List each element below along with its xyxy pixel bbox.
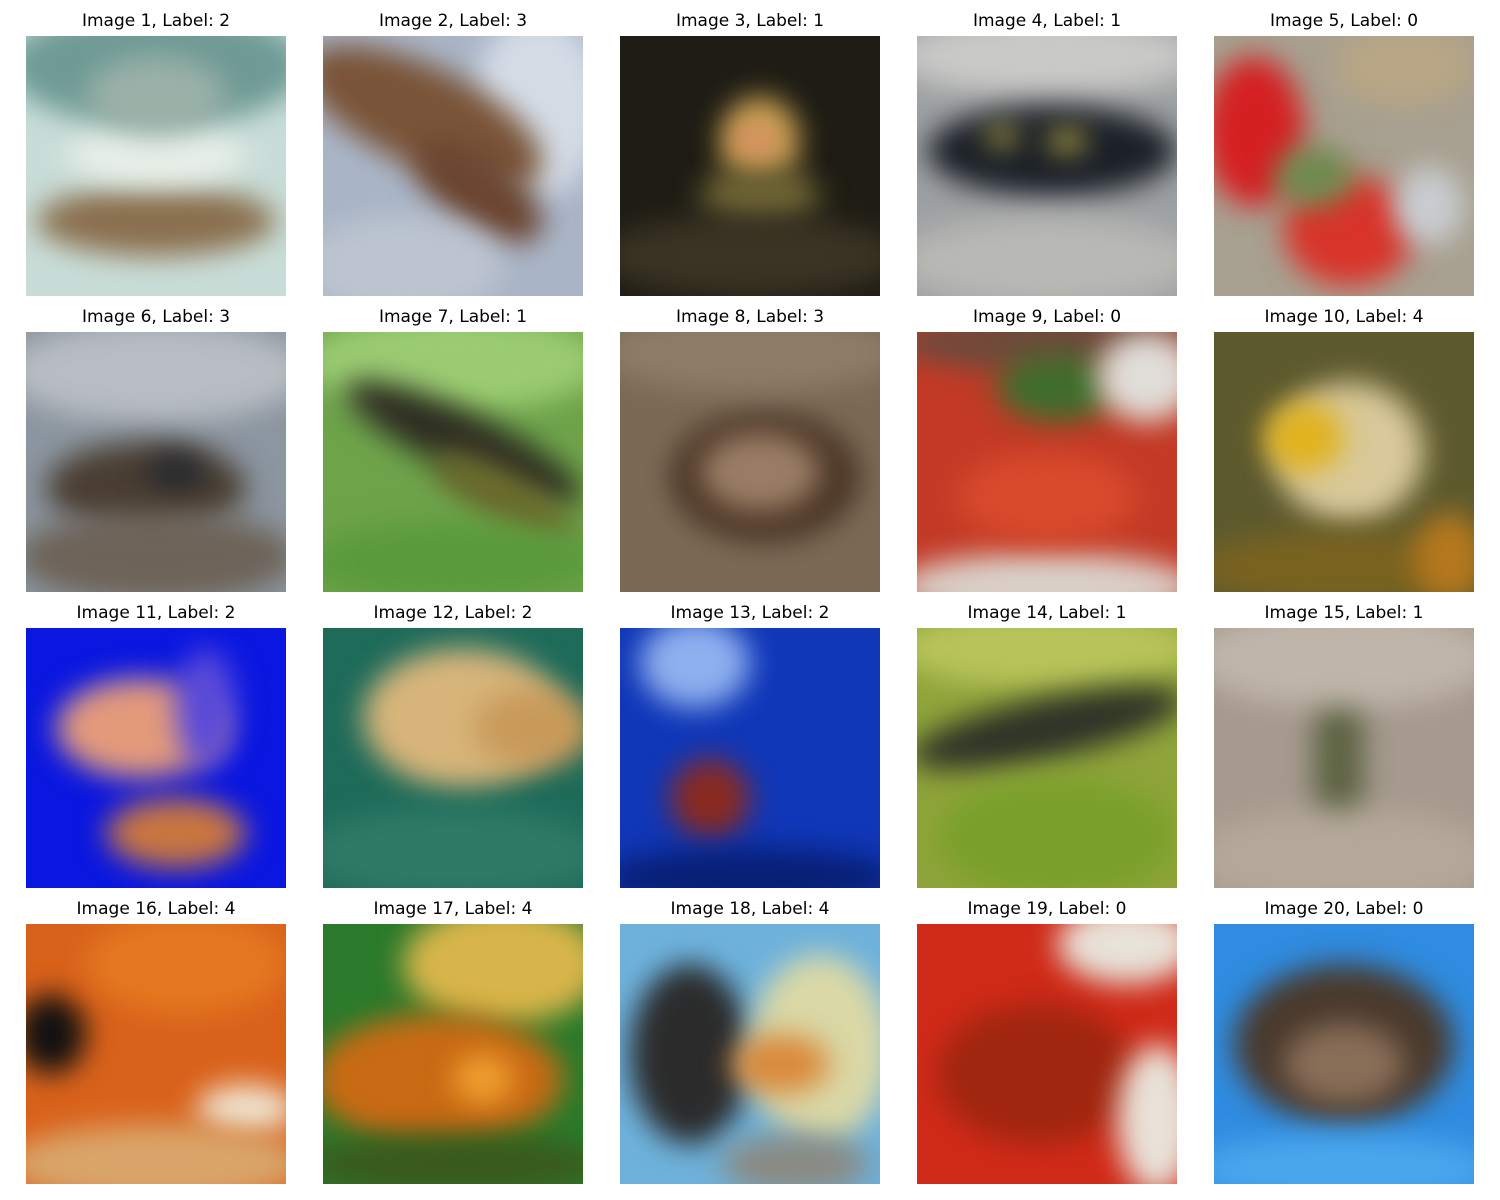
- image-caption: Image 1, Label: 2: [81, 11, 231, 31]
- image-caption: Image 19, Label: 0: [967, 899, 1127, 919]
- image-thumbnail-11: [26, 628, 286, 888]
- image-cell-20: Image 20, Label: 0: [1214, 888, 1474, 1184]
- image-caption: Image 6, Label: 3: [81, 307, 231, 327]
- image-cell-19: Image 19, Label: 0: [917, 888, 1177, 1184]
- image-cell-7: Image 7, Label: 1: [323, 296, 583, 592]
- image-cell-9: Image 9, Label: 0: [917, 296, 1177, 592]
- image-caption: Image 15, Label: 1: [1264, 603, 1424, 623]
- image-thumbnail-17: [323, 924, 583, 1184]
- image-caption: Image 16, Label: 4: [76, 899, 236, 919]
- image-thumbnail-12: [323, 628, 583, 888]
- image-cell-11: Image 11, Label: 2: [26, 592, 286, 888]
- image-thumbnail-10: [1214, 332, 1474, 592]
- image-cell-17: Image 17, Label: 4: [323, 888, 583, 1184]
- image-thumbnail-3: [620, 36, 880, 296]
- image-caption: Image 8, Label: 3: [675, 307, 825, 327]
- image-thumbnail-8: [620, 332, 880, 592]
- image-cell-2: Image 2, Label: 3: [323, 0, 583, 296]
- image-caption: Image 3, Label: 1: [675, 11, 825, 31]
- image-thumbnail-16: [26, 924, 286, 1184]
- image-cell-1: Image 1, Label: 2: [26, 0, 286, 296]
- image-cell-18: Image 18, Label: 4: [620, 888, 880, 1184]
- image-caption: Image 14, Label: 1: [967, 603, 1127, 623]
- image-caption: Image 9, Label: 0: [972, 307, 1122, 327]
- image-thumbnail-15: [1214, 628, 1474, 888]
- image-caption: Image 17, Label: 4: [373, 899, 533, 919]
- image-thumbnail-4: [917, 36, 1177, 296]
- image-cell-12: Image 12, Label: 2: [323, 592, 583, 888]
- image-caption: Image 4, Label: 1: [972, 11, 1122, 31]
- image-cell-13: Image 13, Label: 2: [620, 592, 880, 888]
- image-caption: Image 2, Label: 3: [378, 11, 528, 31]
- image-caption: Image 13, Label: 2: [670, 603, 830, 623]
- image-thumbnail-18: [620, 924, 880, 1184]
- image-thumbnail-13: [620, 628, 880, 888]
- image-caption: Image 5, Label: 0: [1269, 11, 1419, 31]
- image-cell-3: Image 3, Label: 1: [620, 0, 880, 296]
- image-cell-16: Image 16, Label: 4: [26, 888, 286, 1184]
- image-thumbnail-7: [323, 332, 583, 592]
- image-cell-5: Image 5, Label: 0: [1214, 0, 1474, 296]
- image-cell-8: Image 8, Label: 3: [620, 296, 880, 592]
- image-caption: Image 7, Label: 1: [378, 307, 528, 327]
- image-thumbnail-6: [26, 332, 286, 592]
- image-cell-14: Image 14, Label: 1: [917, 592, 1177, 888]
- image-caption: Image 12, Label: 2: [373, 603, 533, 623]
- image-cell-10: Image 10, Label: 4: [1214, 296, 1474, 592]
- image-cell-6: Image 6, Label: 3: [26, 296, 286, 592]
- image-caption: Image 10, Label: 4: [1264, 307, 1424, 327]
- image-thumbnail-1: [26, 36, 286, 296]
- image-caption: Image 18, Label: 4: [670, 899, 830, 919]
- image-cell-15: Image 15, Label: 1: [1214, 592, 1474, 888]
- image-thumbnail-14: [917, 628, 1177, 888]
- image-thumbnail-20: [1214, 924, 1474, 1184]
- image-thumbnail-2: [323, 36, 583, 296]
- image-caption: Image 20, Label: 0: [1264, 899, 1424, 919]
- image-thumbnail-19: [917, 924, 1177, 1184]
- image-caption: Image 11, Label: 2: [76, 603, 236, 623]
- image-thumbnail-5: [1214, 36, 1474, 296]
- image-cell-4: Image 4, Label: 1: [917, 0, 1177, 296]
- image-thumbnail-9: [917, 332, 1177, 592]
